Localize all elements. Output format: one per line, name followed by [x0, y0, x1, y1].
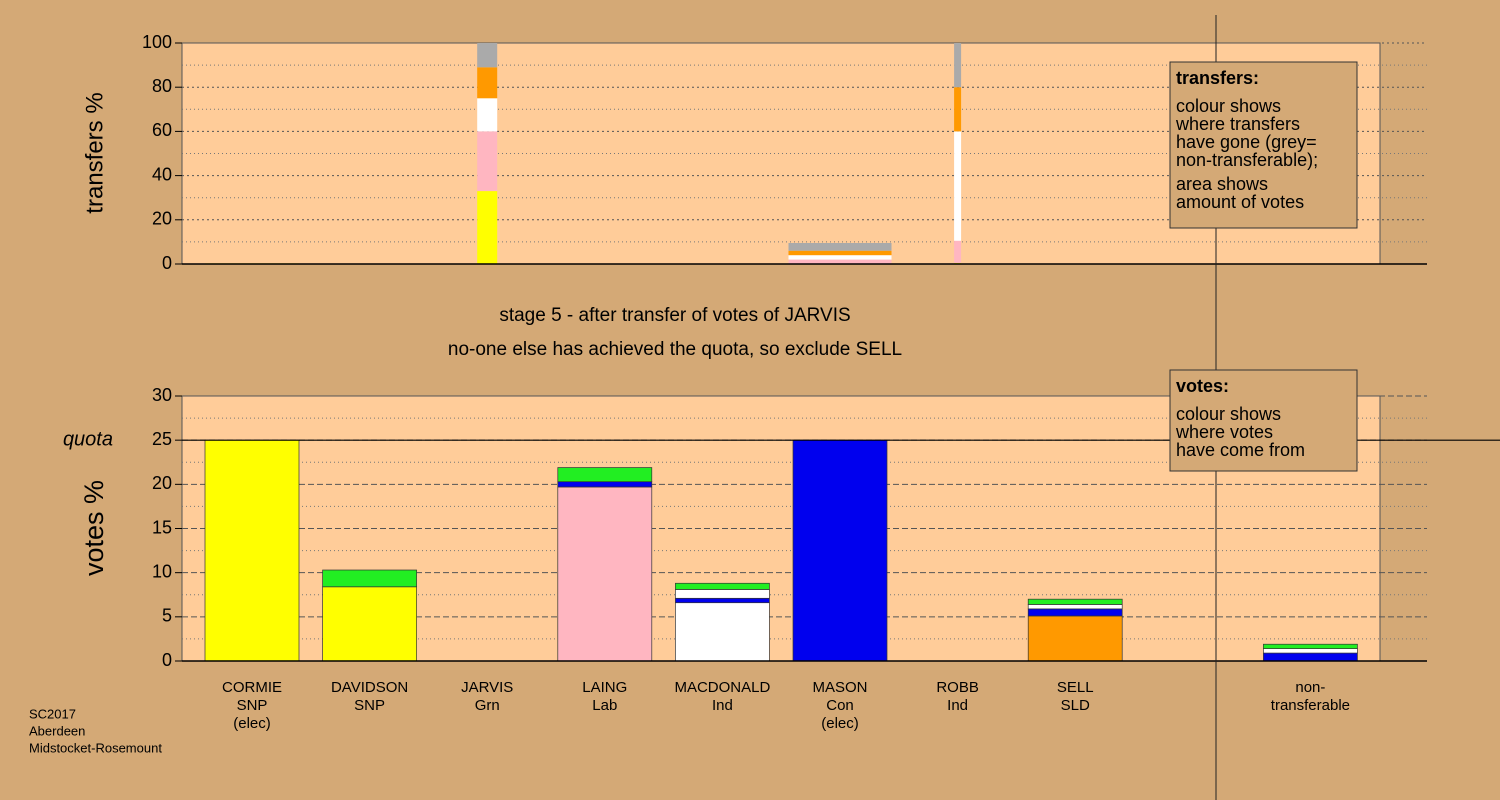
bar-segment	[1027, 598, 1123, 605]
bar-segment	[788, 259, 892, 264]
note-title: transfers:	[1176, 68, 1259, 88]
y-axis-title: votes %	[79, 480, 109, 576]
x-tick-label: CORMIE	[222, 679, 282, 696]
x-tick-label: JARVIS	[461, 679, 513, 696]
x-tick-label: Ind	[947, 697, 968, 714]
bar-segment	[788, 250, 892, 256]
x-tick-label: non-	[1295, 679, 1325, 696]
x-tick-label: ROBB	[936, 679, 979, 696]
y-tick-label: 60	[152, 120, 172, 140]
x-tick-label: DAVIDSON	[331, 679, 408, 696]
bar-segment	[954, 240, 962, 263]
note-line: where votes	[1175, 422, 1273, 442]
bar-segment	[788, 243, 892, 251]
stage-text: stage 5 - after transfer of votes of JAR…	[499, 305, 850, 326]
y-tick-label: 5	[162, 606, 172, 626]
bar-segment	[675, 602, 770, 662]
bar-segment	[1263, 643, 1358, 649]
bar-segment	[477, 191, 498, 264]
bar-segment	[477, 67, 498, 99]
x-tick-label: SLD	[1061, 697, 1090, 714]
note-line: have come from	[1176, 440, 1305, 460]
x-tick-label: transferable	[1271, 697, 1350, 714]
bar-segment	[1263, 652, 1358, 662]
bar-segment	[675, 597, 770, 604]
x-tick-label: SELL	[1057, 679, 1094, 696]
bar-segment	[204, 439, 300, 662]
bar-segment	[477, 98, 498, 132]
x-tick-label: MASON	[812, 679, 867, 696]
bar-segment	[1027, 608, 1123, 617]
bar-segment	[1027, 604, 1123, 610]
y-tick-label: 0	[162, 253, 172, 273]
note-line: where transfers	[1175, 114, 1300, 134]
bar-segment	[954, 87, 962, 132]
note-line: area shows	[1176, 174, 1268, 194]
bar-segment	[792, 439, 888, 662]
note-line: have gone (grey=	[1176, 132, 1317, 152]
x-tick-label: MACDONALD	[674, 679, 770, 696]
x-tick-label: LAING	[582, 679, 627, 696]
bar-segment	[557, 486, 653, 662]
x-tick-label: (elec)	[821, 715, 859, 732]
bar-segment	[477, 43, 498, 68]
y-tick-label: 25	[152, 429, 172, 449]
note-line: amount of votes	[1176, 192, 1304, 212]
stage-text: no-one else has achieved the quota, so e…	[448, 339, 902, 360]
footer-text: SC2017	[29, 706, 76, 721]
note-box	[1169, 61, 1358, 229]
x-tick-label: SNP	[237, 697, 268, 714]
y-tick-label: 100	[142, 32, 172, 52]
x-tick-label: Lab	[592, 697, 617, 714]
bar-segment	[1263, 648, 1358, 654]
note-line: non-transferable);	[1176, 150, 1318, 170]
bar-segment	[788, 255, 892, 260]
y-tick-label: 80	[152, 76, 172, 96]
note-title: votes:	[1176, 376, 1229, 396]
bar-segment	[477, 131, 498, 192]
footer-text: Aberdeen	[29, 723, 85, 738]
y-tick-label: 20	[152, 473, 172, 493]
note-line: colour shows	[1176, 404, 1281, 424]
y-tick-label: 30	[152, 385, 172, 405]
bar-segment	[954, 43, 962, 88]
x-tick-label: SNP	[354, 697, 385, 714]
bar-segment	[322, 569, 417, 588]
bar-segment	[954, 131, 962, 241]
quota-label: quota	[63, 428, 113, 450]
note-box	[1169, 369, 1358, 472]
y-axis-title: transfers %	[81, 92, 108, 213]
note-line: colour shows	[1176, 96, 1281, 116]
y-tick-label: 40	[152, 164, 172, 184]
y-tick-label: 15	[152, 517, 172, 537]
footer-text: Midstocket-Rosemount	[29, 740, 162, 755]
bar-segment	[675, 582, 770, 590]
bar-segment	[1027, 615, 1123, 662]
x-tick-label: Con	[826, 697, 854, 714]
bar-segment	[557, 467, 653, 483]
y-tick-label: 0	[162, 650, 172, 670]
y-tick-label: 10	[152, 561, 172, 581]
x-tick-label: Grn	[475, 697, 500, 714]
bar-segment	[675, 589, 770, 599]
x-tick-label: (elec)	[233, 715, 271, 732]
bar-segment	[557, 481, 653, 488]
y-tick-label: 20	[152, 209, 172, 229]
bar-segment	[322, 586, 417, 662]
x-tick-label: Ind	[712, 697, 733, 714]
